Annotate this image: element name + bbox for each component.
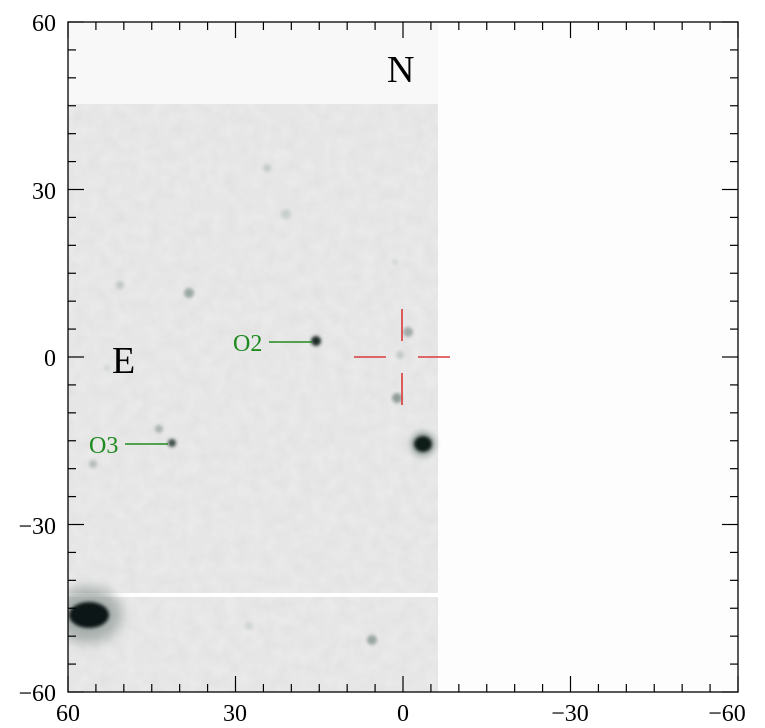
- faint-source: [116, 281, 124, 289]
- north-label: N: [387, 49, 414, 91]
- faint-source: [104, 365, 110, 371]
- target-crosshair: [354, 309, 450, 405]
- faint-sources: [89, 164, 413, 645]
- image-area: [68, 22, 738, 692]
- faint-source: [245, 622, 253, 630]
- faint-source: [263, 164, 271, 172]
- object-annotations: O2 O3: [89, 331, 312, 459]
- x-tick-label: 60: [56, 701, 80, 727]
- faint-source: [403, 327, 413, 337]
- faint-source: [281, 209, 291, 219]
- x-tick-label: 30: [223, 701, 247, 727]
- y-tick-label: −60: [18, 681, 56, 707]
- bright-sources: [68, 336, 436, 643]
- axis-ticks: [67, 21, 739, 693]
- x-tick-label: −60: [708, 701, 746, 727]
- x-tick-label: 0: [397, 701, 409, 727]
- faint-source: [396, 351, 404, 359]
- faint-source: [155, 425, 163, 433]
- galaxy: [69, 602, 109, 628]
- y-tick-label: 30: [32, 179, 56, 205]
- y-tick-label: −30: [18, 514, 56, 540]
- faint-source: [367, 635, 377, 645]
- source-o2: [311, 336, 321, 346]
- y-tick-label: 60: [32, 11, 56, 37]
- o2-label: O2: [233, 331, 262, 357]
- image-strip-top: [68, 22, 438, 104]
- faint-source: [89, 460, 97, 468]
- bright-source: [414, 436, 432, 452]
- o3-label: O3: [89, 433, 118, 459]
- source-o3: [168, 439, 176, 447]
- x-tick-label: −30: [551, 701, 589, 727]
- faint-source: [392, 259, 398, 265]
- detector-row-artifact: [68, 593, 438, 597]
- x-axis-labels: 60 30 0 −30 −60: [56, 701, 746, 727]
- faint-source: [184, 288, 194, 298]
- y-tick-label: 0: [44, 346, 56, 372]
- faint-source: [392, 393, 402, 403]
- image-noise: [68, 104, 438, 692]
- y-axis-labels: 60 30 0 −30 −60: [18, 11, 56, 707]
- east-label: E: [112, 340, 135, 382]
